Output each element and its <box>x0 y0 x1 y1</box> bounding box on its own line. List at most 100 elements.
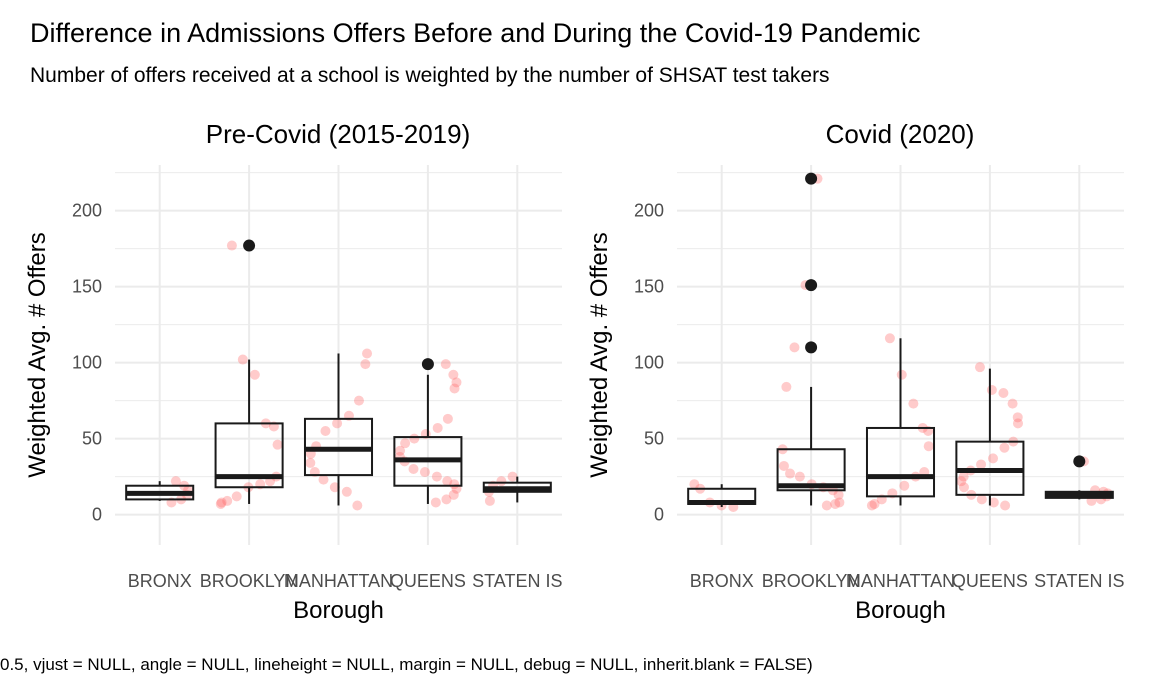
y-axis-title: Weighted Avg. # Offers <box>24 232 51 477</box>
data-point <box>884 333 895 344</box>
data-point <box>272 439 283 450</box>
y-tick-label: 0 <box>654 505 664 525</box>
data-point <box>958 471 969 482</box>
facet-panel-2: Covid (2020) 0 50 100 150 200 BRONX BROOKLYNMAN… <box>586 119 1124 624</box>
data-point <box>781 381 792 392</box>
data-point <box>866 500 877 511</box>
outlier-point <box>805 279 818 292</box>
data-point <box>449 383 460 394</box>
outlier-point <box>805 172 818 185</box>
data-point <box>998 388 1009 398</box>
data-point <box>896 369 907 380</box>
y-tick-label: 150 <box>72 277 102 297</box>
data-point <box>440 359 451 370</box>
data-point <box>431 471 442 482</box>
data-point <box>1007 398 1018 409</box>
x-tick-label: BROOKLYN <box>762 571 861 591</box>
x-tick-label: STATEN IS <box>472 571 562 591</box>
data-point <box>231 491 242 502</box>
y-tick-label: 0 <box>92 505 102 525</box>
chart-title: Difference in Admissions Offers Before a… <box>30 18 920 48</box>
data-point <box>237 354 248 365</box>
x-tick-label: BROOKLYN <box>200 571 299 591</box>
data-point <box>448 489 459 500</box>
y-tick-label: 100 <box>634 353 664 373</box>
data-point <box>305 457 316 468</box>
data-point <box>360 359 371 370</box>
data-point <box>908 398 919 409</box>
y-axis-title: Weighted Avg. # Offers <box>586 232 613 477</box>
facet-title: Pre-Covid (2015-2019) <box>206 119 470 149</box>
outlier-point <box>1073 455 1086 468</box>
data-point <box>974 362 985 373</box>
data-point <box>362 348 373 359</box>
data-point <box>789 342 800 353</box>
box <box>776 448 846 492</box>
data-point <box>329 482 340 493</box>
data-point <box>451 377 462 388</box>
data-point <box>869 498 880 509</box>
x-axis-title: Borough <box>855 597 946 624</box>
data-point <box>999 442 1010 453</box>
y-tick-label: 150 <box>634 277 664 297</box>
data-point <box>442 413 453 424</box>
data-point <box>441 494 452 505</box>
data-point <box>956 476 967 487</box>
outlier-point <box>243 239 256 252</box>
data-point <box>923 441 934 452</box>
y-tick-label: 200 <box>72 201 102 221</box>
data-point <box>794 471 805 482</box>
x-tick-label: MANHATTAN <box>284 571 393 591</box>
facet-panel-1: Pre-Covid (2015-2019) 0 50 100 150 200 BRONX BR… <box>24 119 562 624</box>
box <box>865 426 936 498</box>
y-tick-label: 50 <box>644 429 664 449</box>
data-point <box>507 471 518 482</box>
data-point <box>432 422 443 433</box>
data-point <box>320 426 331 436</box>
data-point <box>821 500 832 511</box>
data-point <box>988 453 999 464</box>
data-point <box>353 395 364 406</box>
data-point <box>215 498 226 509</box>
data-point <box>899 480 910 491</box>
data-point <box>170 476 181 487</box>
data-point <box>976 494 987 505</box>
data-point <box>976 459 987 470</box>
data-point <box>986 384 997 395</box>
facet-title: Covid (2020) <box>826 119 975 149</box>
data-point <box>222 495 233 506</box>
data-point <box>332 418 343 429</box>
y-tick-label: 100 <box>72 353 102 373</box>
data-point <box>1000 500 1011 511</box>
data-point <box>785 468 796 479</box>
data-point <box>484 495 495 506</box>
x-tick-label: BRONX <box>690 571 754 591</box>
data-point <box>958 482 969 493</box>
data-point <box>341 486 352 497</box>
data-point <box>834 497 845 508</box>
data-point <box>689 479 700 490</box>
data-point <box>216 497 227 508</box>
x-axis-title: Borough <box>293 597 384 624</box>
data-point <box>448 369 459 380</box>
data-point <box>496 476 507 487</box>
data-point <box>352 500 363 511</box>
data-point <box>409 433 420 444</box>
data-point <box>226 240 237 251</box>
data-point <box>430 497 441 508</box>
outlier-point <box>421 358 434 371</box>
x-tick-label: STATEN IS <box>1034 571 1124 591</box>
y-tick-label: 50 <box>82 429 102 449</box>
box <box>214 422 284 489</box>
data-point <box>778 460 789 471</box>
outlier-point <box>805 341 818 354</box>
x-tick-label: QUEENS <box>390 571 466 591</box>
data-point <box>988 497 999 508</box>
data-point <box>830 498 841 509</box>
y-tick-label: 200 <box>634 201 664 221</box>
x-tick-label: MANHATTAN <box>846 571 955 591</box>
chart-subtitle: Number of offers received at a school is… <box>30 64 830 87</box>
data-point <box>1012 418 1023 429</box>
data-point <box>1012 412 1023 423</box>
